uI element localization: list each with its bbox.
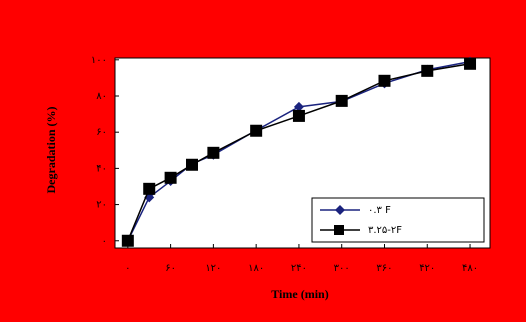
x-tick-label: ۶۰	[165, 263, 176, 274]
data-point	[207, 146, 220, 159]
y-tick-label: ۸۰	[96, 91, 107, 102]
data-point	[185, 158, 198, 171]
data-point	[292, 109, 305, 122]
y-tick-label: ۶۰	[96, 127, 107, 138]
data-point	[421, 64, 434, 77]
x-tick-label: ۰	[125, 263, 130, 274]
legend-marker	[334, 225, 344, 235]
data-point	[143, 182, 156, 195]
x-tick-label: ۲۴۰	[291, 263, 307, 274]
data-point	[250, 124, 263, 137]
y-tick-label: ۲۰	[96, 200, 107, 211]
x-axis-label: Time (min)	[271, 287, 328, 301]
data-point	[164, 171, 177, 184]
legend-marker	[335, 205, 345, 215]
data-point	[121, 234, 134, 247]
x-tick-label: ۱۲۰	[205, 263, 221, 274]
x-tick-label: ۱۸۰	[248, 263, 264, 274]
legend-label: ۰.۳ F	[368, 205, 391, 216]
x-tick-label: ۳۰۰	[334, 263, 350, 274]
data-point	[378, 74, 391, 87]
y-tick-label: ۱۰۰	[91, 55, 107, 66]
data-point	[293, 101, 304, 112]
legend-label: ۳.۲۵-۲F	[368, 225, 402, 236]
data-point	[464, 57, 477, 70]
x-tick-label: ۳۶۰	[376, 263, 392, 274]
y-tick-label: ۴۰	[96, 163, 107, 174]
x-tick-label: ۴۸۰	[462, 263, 478, 274]
y-tick-label: ۰	[102, 236, 107, 247]
x-tick-label: ۴۲۰	[419, 263, 435, 274]
y-axis-label: Degradation (%)	[44, 107, 58, 194]
data-point	[335, 94, 348, 107]
